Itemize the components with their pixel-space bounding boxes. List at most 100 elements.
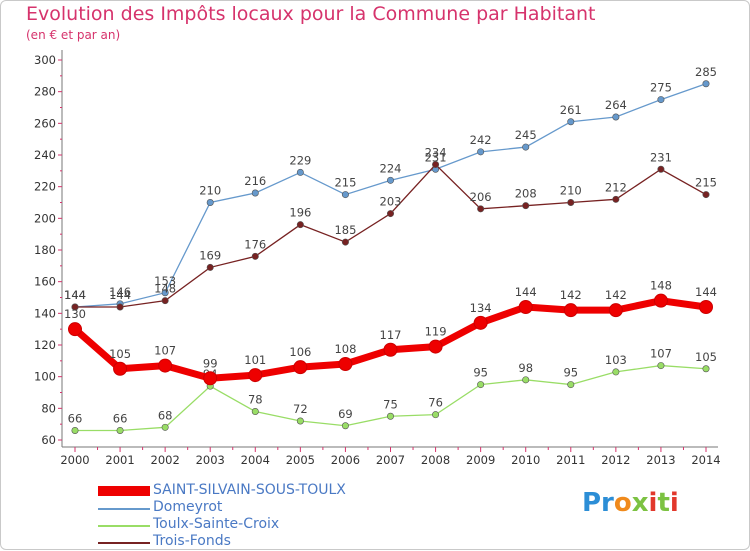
data-point-toulx-sainte-croix [522, 376, 530, 384]
data-point-toulx-sainte-croix [116, 426, 124, 434]
legend-item-saint-silvain-sous-toulx: SAINT-SILVAIN-SOUS-TOULX [98, 482, 398, 500]
data-label-toulx-sainte-croix: 68 [158, 408, 173, 422]
data-label-domeyrot: 146 [109, 285, 131, 299]
data-label-domeyrot: 153 [154, 274, 176, 288]
y-tick-label: 140 [34, 306, 56, 320]
data-label-trois-fonds: 176 [244, 237, 266, 251]
data-label-saint-silvain-sous-toulx: 101 [244, 353, 266, 367]
data-point-domeyrot [567, 118, 575, 126]
data-label-domeyrot: 216 [244, 174, 266, 188]
data-label-saint-silvain-sous-toulx: 148 [650, 279, 672, 293]
x-tick-label: 2001 [105, 453, 134, 467]
data-point-trois-fonds [386, 210, 394, 218]
data-label-saint-silvain-sous-toulx: 134 [470, 301, 492, 315]
data-point-trois-fonds [432, 161, 440, 169]
data-point-domeyrot [612, 113, 620, 121]
data-point-saint-silvain-sous-toulx [473, 315, 488, 330]
data-label-saint-silvain-sous-toulx: 142 [605, 288, 627, 302]
data-point-toulx-sainte-croix [71, 426, 79, 434]
data-label-saint-silvain-sous-toulx: 108 [334, 342, 356, 356]
legend-item-toulx-sainte-croix: Toulx-Sainte-Croix [98, 516, 398, 534]
x-tick-label: 2002 [151, 453, 180, 467]
data-label-domeyrot: 231 [425, 150, 447, 164]
data-point-saint-silvain-sous-toulx [293, 360, 308, 375]
x-tick-label: 2008 [421, 453, 450, 467]
chart-legend: SAINT-SILVAIN-SOUS-TOULX Domeyrot Toulx-Sa… [98, 482, 398, 551]
data-point-trois-fonds [71, 303, 79, 311]
data-point-saint-silvain-sous-toulx [248, 368, 263, 383]
data-point-saint-silvain-sous-toulx [608, 303, 623, 318]
data-point-domeyrot [341, 191, 349, 199]
data-label-trois-fonds: 144 [64, 288, 86, 302]
y-tick-label: 200 [34, 211, 56, 225]
y-tick-label: 260 [34, 116, 56, 130]
data-label-saint-silvain-sous-toulx: 107 [154, 344, 176, 358]
data-label-trois-fonds: 210 [560, 184, 582, 198]
data-point-domeyrot [657, 96, 665, 104]
chart-subtitle: (en € et par an) [26, 28, 121, 42]
data-label-saint-silvain-sous-toulx: 144 [695, 285, 717, 299]
data-label-toulx-sainte-croix: 107 [650, 347, 672, 361]
data-point-toulx-sainte-croix [657, 362, 665, 370]
legend-swatch-saint-silvain-sous-toulx [98, 486, 150, 496]
y-tick-label: 100 [34, 370, 56, 384]
data-point-saint-silvain-sous-toulx [518, 300, 533, 314]
proxiti-logo: Proxiti [582, 488, 679, 518]
data-point-toulx-sainte-croix [477, 381, 485, 389]
data-point-domeyrot [477, 148, 485, 156]
data-label-trois-fonds: 203 [380, 195, 402, 209]
data-label-toulx-sainte-croix: 76 [428, 396, 443, 410]
data-label-toulx-sainte-croix: 75 [383, 397, 398, 411]
data-label-trois-fonds: 185 [334, 223, 356, 237]
data-label-trois-fonds: 212 [605, 180, 627, 194]
data-label-domeyrot: 264 [605, 98, 627, 112]
data-point-trois-fonds [251, 252, 259, 260]
data-label-saint-silvain-sous-toulx: 99 [203, 356, 218, 370]
x-tick-label: 2006 [331, 453, 360, 467]
data-label-saint-silvain-sous-toulx: 144 [515, 285, 537, 299]
data-point-trois-fonds [612, 195, 620, 203]
data-label-domeyrot: 261 [560, 103, 582, 117]
data-point-trois-fonds [161, 297, 169, 305]
legend-swatch-trois-fonds [98, 542, 150, 544]
chart-title: Evolution des Impôts locaux pour la Comm… [26, 3, 596, 25]
data-point-trois-fonds [702, 191, 710, 199]
data-point-saint-silvain-sous-toulx [428, 339, 443, 354]
y-tick-label: 180 [34, 243, 56, 257]
data-label-toulx-sainte-croix: 98 [518, 361, 533, 375]
y-tick-label: 220 [34, 180, 56, 194]
data-label-toulx-sainte-croix: 103 [605, 353, 627, 367]
data-point-trois-fonds [657, 165, 665, 173]
data-point-trois-fonds [567, 199, 575, 207]
x-tick-label: 2007 [376, 453, 405, 467]
y-tick-label: 120 [34, 338, 56, 352]
data-point-saint-silvain-sous-toulx [158, 358, 173, 373]
data-point-trois-fonds [477, 205, 485, 213]
data-label-domeyrot: 285 [695, 65, 717, 79]
data-point-saint-silvain-sous-toulx [338, 357, 353, 371]
data-point-toulx-sainte-croix [612, 368, 620, 376]
data-label-saint-silvain-sous-toulx: 142 [560, 288, 582, 302]
data-point-domeyrot [702, 80, 710, 88]
data-label-toulx-sainte-croix: 105 [695, 350, 717, 364]
data-label-saint-silvain-sous-toulx: 117 [380, 328, 402, 342]
data-label-trois-fonds: 208 [515, 187, 537, 201]
legend-label-domeyrot: Domeyrot [153, 499, 223, 515]
data-point-domeyrot [386, 176, 394, 184]
x-tick-label: 2012 [601, 453, 630, 467]
y-tick-label: 160 [34, 275, 56, 289]
data-label-domeyrot: 210 [199, 184, 221, 198]
y-tick-label: 240 [34, 148, 56, 162]
data-point-saint-silvain-sous-toulx [68, 322, 82, 337]
legend-label-toulx-sainte-croix: Toulx-Sainte-Croix [153, 516, 280, 532]
data-label-saint-silvain-sous-toulx: 119 [425, 325, 447, 339]
data-label-domeyrot: 215 [334, 176, 356, 190]
data-point-toulx-sainte-croix [296, 417, 304, 425]
data-point-saint-silvain-sous-toulx [383, 342, 398, 357]
data-label-toulx-sainte-croix: 78 [248, 393, 263, 407]
x-tick-label: 2003 [196, 453, 225, 467]
data-point-toulx-sainte-croix [432, 411, 440, 419]
data-point-domeyrot [206, 199, 214, 207]
data-point-toulx-sainte-croix [341, 422, 349, 430]
data-label-domeyrot: 275 [650, 81, 672, 95]
